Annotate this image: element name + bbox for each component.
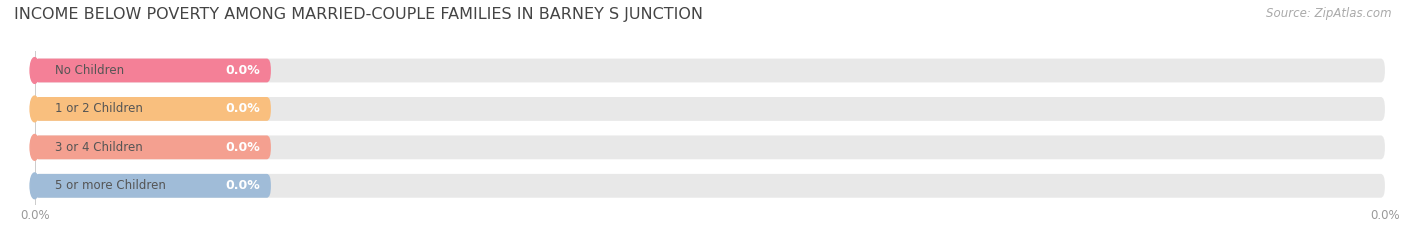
Circle shape bbox=[30, 58, 39, 83]
FancyBboxPatch shape bbox=[35, 174, 271, 198]
Text: 3 or 4 Children: 3 or 4 Children bbox=[55, 141, 142, 154]
FancyBboxPatch shape bbox=[35, 97, 1385, 121]
Text: 5 or more Children: 5 or more Children bbox=[55, 179, 166, 192]
FancyBboxPatch shape bbox=[35, 174, 1385, 198]
FancyBboxPatch shape bbox=[35, 58, 1385, 82]
Text: 0.0%: 0.0% bbox=[225, 141, 260, 154]
FancyBboxPatch shape bbox=[35, 135, 271, 159]
FancyBboxPatch shape bbox=[35, 135, 1385, 159]
Circle shape bbox=[30, 96, 39, 122]
Text: INCOME BELOW POVERTY AMONG MARRIED-COUPLE FAMILIES IN BARNEY S JUNCTION: INCOME BELOW POVERTY AMONG MARRIED-COUPL… bbox=[14, 7, 703, 22]
Circle shape bbox=[30, 173, 39, 199]
Text: 0.0%: 0.0% bbox=[225, 179, 260, 192]
Text: Source: ZipAtlas.com: Source: ZipAtlas.com bbox=[1267, 7, 1392, 20]
Text: No Children: No Children bbox=[55, 64, 124, 77]
Text: 0.0%: 0.0% bbox=[225, 64, 260, 77]
Text: 1 or 2 Children: 1 or 2 Children bbox=[55, 103, 143, 115]
FancyBboxPatch shape bbox=[35, 58, 271, 82]
Circle shape bbox=[30, 134, 39, 160]
Text: 0.0%: 0.0% bbox=[225, 103, 260, 115]
FancyBboxPatch shape bbox=[35, 97, 271, 121]
